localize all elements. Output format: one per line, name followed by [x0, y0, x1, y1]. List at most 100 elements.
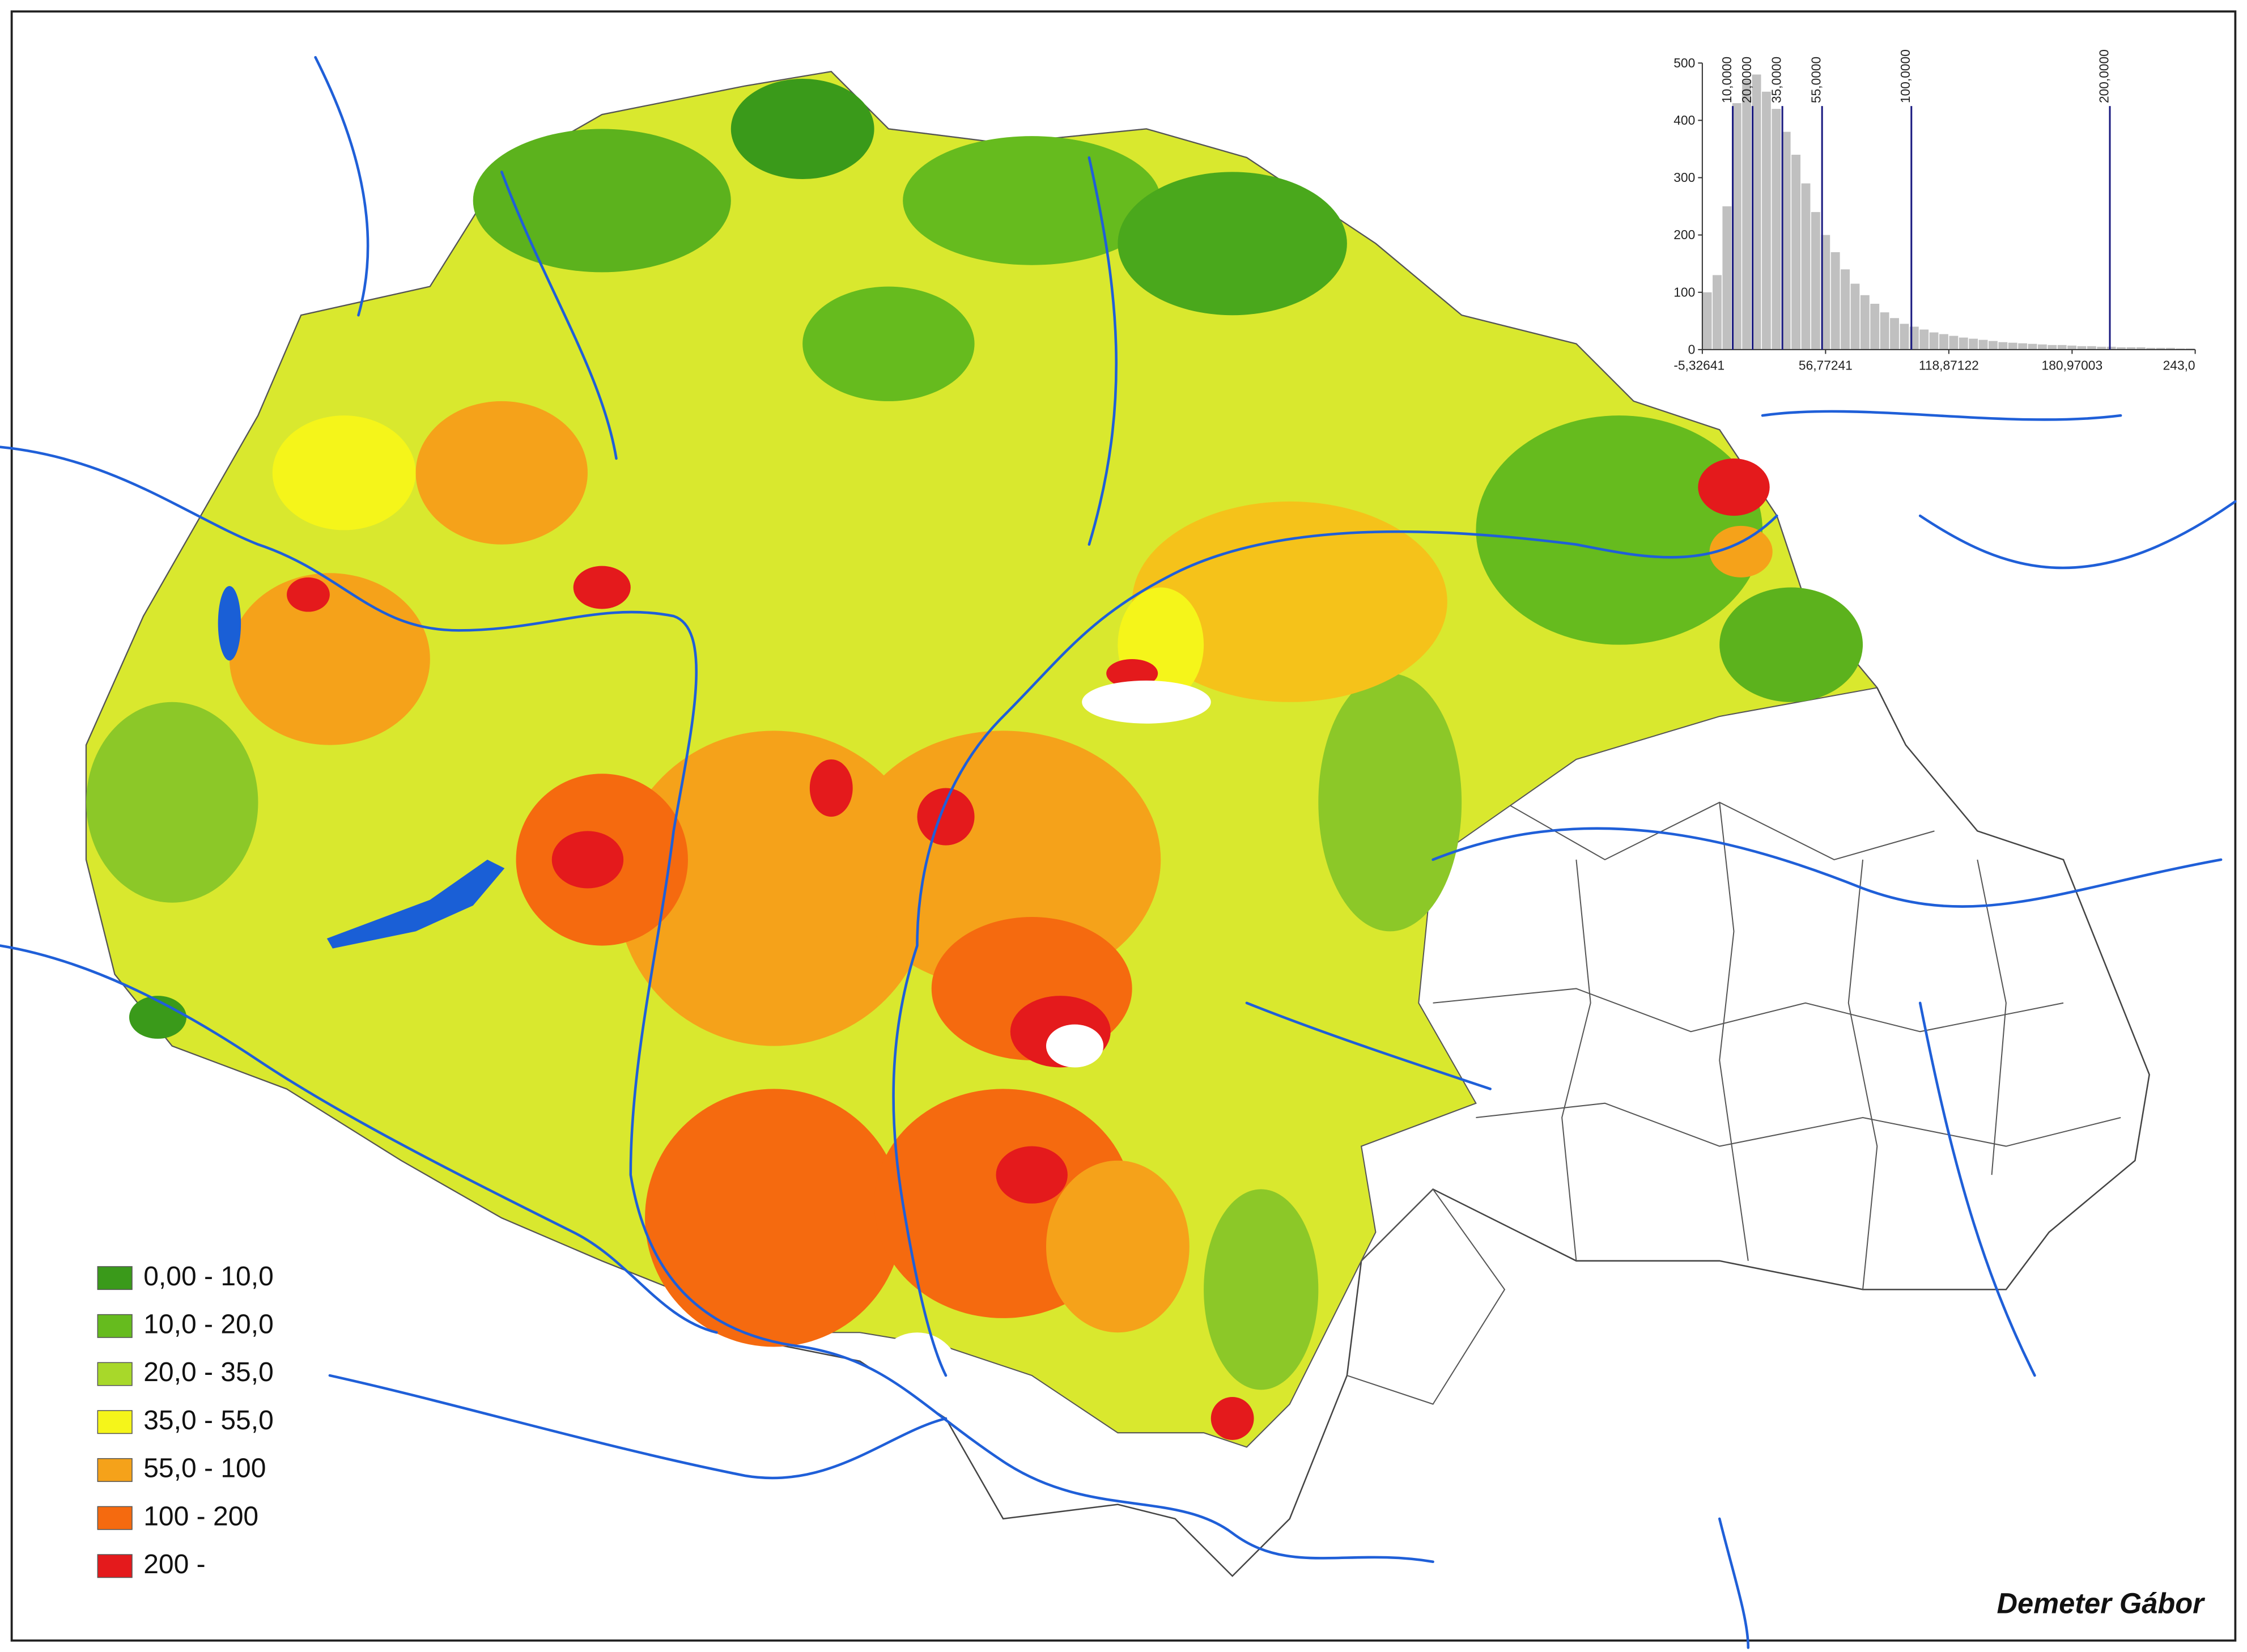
legend-swatch: [97, 1266, 133, 1290]
patch: [1082, 680, 1211, 724]
histogram-bar: [1772, 109, 1781, 350]
river-danube: [0, 445, 1434, 1563]
river-sava: [328, 1374, 948, 1480]
x-tick-label: 118,87122: [1919, 358, 1979, 372]
y-tick-label: 200: [1673, 227, 1695, 242]
histogram-bar: [2176, 348, 2185, 350]
histogram-bar: [1929, 332, 1939, 350]
y-tick-label: 500: [1673, 56, 1695, 70]
histogram-bar: [1762, 91, 1771, 350]
histogram-bar: [2166, 347, 2175, 350]
legend-label: 0,00 - 10,0: [143, 1262, 274, 1292]
histogram-bar: [2156, 347, 2165, 350]
legend-swatch: [97, 1362, 133, 1386]
east-counties: [1346, 801, 2121, 1405]
patch: [1698, 458, 1770, 516]
river: [1088, 156, 1118, 546]
histogram-bar: [1939, 334, 1948, 350]
histogram-bar: [1988, 341, 1998, 350]
histogram-bar: [2037, 344, 2047, 350]
histogram-bar: [1919, 329, 1929, 350]
county-border: [1719, 802, 1749, 1261]
patch: [1210, 1396, 1254, 1440]
patch: [1046, 1024, 1104, 1068]
histogram-bar: [1978, 339, 1988, 350]
histogram-bar: [1732, 103, 1741, 350]
histogram-bar: [1722, 206, 1732, 350]
patch: [551, 831, 624, 889]
county-border: [1476, 1102, 2121, 1147]
patch: [645, 1089, 903, 1347]
legend-label: 100 - 200: [143, 1501, 258, 1531]
patch: [129, 996, 187, 1039]
histogram-bar: [1998, 342, 2008, 350]
lake-balaton: [326, 859, 505, 949]
histogram-bar: [2136, 347, 2146, 350]
patch: [287, 577, 330, 612]
class-break-label: 200,0000: [2096, 49, 2111, 103]
y-tick-label: 0: [1688, 342, 1696, 356]
patch: [809, 759, 853, 817]
lake-ferto: [218, 586, 241, 661]
county-border: [1561, 859, 1591, 1261]
histogram-bar: [1791, 155, 1801, 350]
river: [1245, 1001, 1492, 1090]
legend-label: 10,0 - 20,0: [143, 1310, 274, 1340]
histogram-bar: [1702, 292, 1712, 350]
patch: [1106, 659, 1158, 688]
histogram-bar: [1713, 275, 1722, 350]
patch: [996, 1146, 1068, 1204]
river: [1918, 1001, 2036, 1377]
river: [1718, 1517, 1750, 1649]
legend-swatch: [97, 1506, 133, 1530]
patch: [1046, 1160, 1190, 1333]
legend-swatch: [97, 1458, 133, 1482]
patch: [903, 136, 1161, 265]
histogram-bar: [1841, 269, 1850, 350]
legend-swatch: [97, 1410, 133, 1434]
x-tick-label: 56,77241: [1799, 358, 1853, 372]
river-drava: [0, 944, 718, 1334]
histogram-bar: [1959, 337, 1968, 350]
histogram-bar: [1969, 338, 1978, 350]
histogram-bar: [2077, 346, 2087, 350]
patch: [229, 573, 430, 745]
y-tick-label: 400: [1673, 113, 1695, 128]
x-tick-label: 243,0: [2163, 358, 2195, 372]
x-tick-label: 180,97003: [2042, 358, 2103, 372]
patch: [1476, 415, 1763, 645]
class-break-label: 20,0000: [1739, 57, 1754, 103]
county-border: [1847, 859, 1878, 1290]
histogram-bar: [2117, 347, 2126, 350]
legend-swatch: [97, 1554, 133, 1578]
patch: [1132, 501, 1447, 702]
histogram-bar: [1949, 336, 1959, 350]
histogram-bar: [2048, 345, 2057, 350]
histogram-bar: [2146, 347, 2156, 350]
patch: [415, 401, 588, 545]
river: [1761, 410, 2122, 421]
county-border: [1346, 1188, 1506, 1405]
choropleth-patches: [86, 79, 1863, 1440]
histogram-bar: [2008, 342, 2017, 350]
class-break-label: 55,0000: [1809, 57, 1824, 103]
patch: [917, 788, 975, 846]
histogram-bar: [1781, 131, 1791, 350]
histogram-bar: [1900, 324, 1909, 350]
legend-label: 55,0 - 100: [143, 1454, 266, 1484]
river-maros: [1432, 827, 2223, 908]
histogram-bar: [2097, 346, 2106, 350]
patch: [1318, 673, 1462, 932]
patch: [1118, 172, 1347, 316]
river: [314, 56, 369, 317]
histogram-bar: [1880, 312, 1889, 350]
legend-swatch: [97, 1314, 133, 1338]
frame: [10, 10, 2237, 1642]
histogram-bar: [2057, 345, 2067, 350]
rivers: [0, 56, 2237, 1649]
county-border: [1433, 988, 2064, 1033]
legend-label: 20,0 - 35,0: [143, 1357, 274, 1387]
patch: [846, 731, 1161, 989]
patch: [573, 566, 631, 609]
